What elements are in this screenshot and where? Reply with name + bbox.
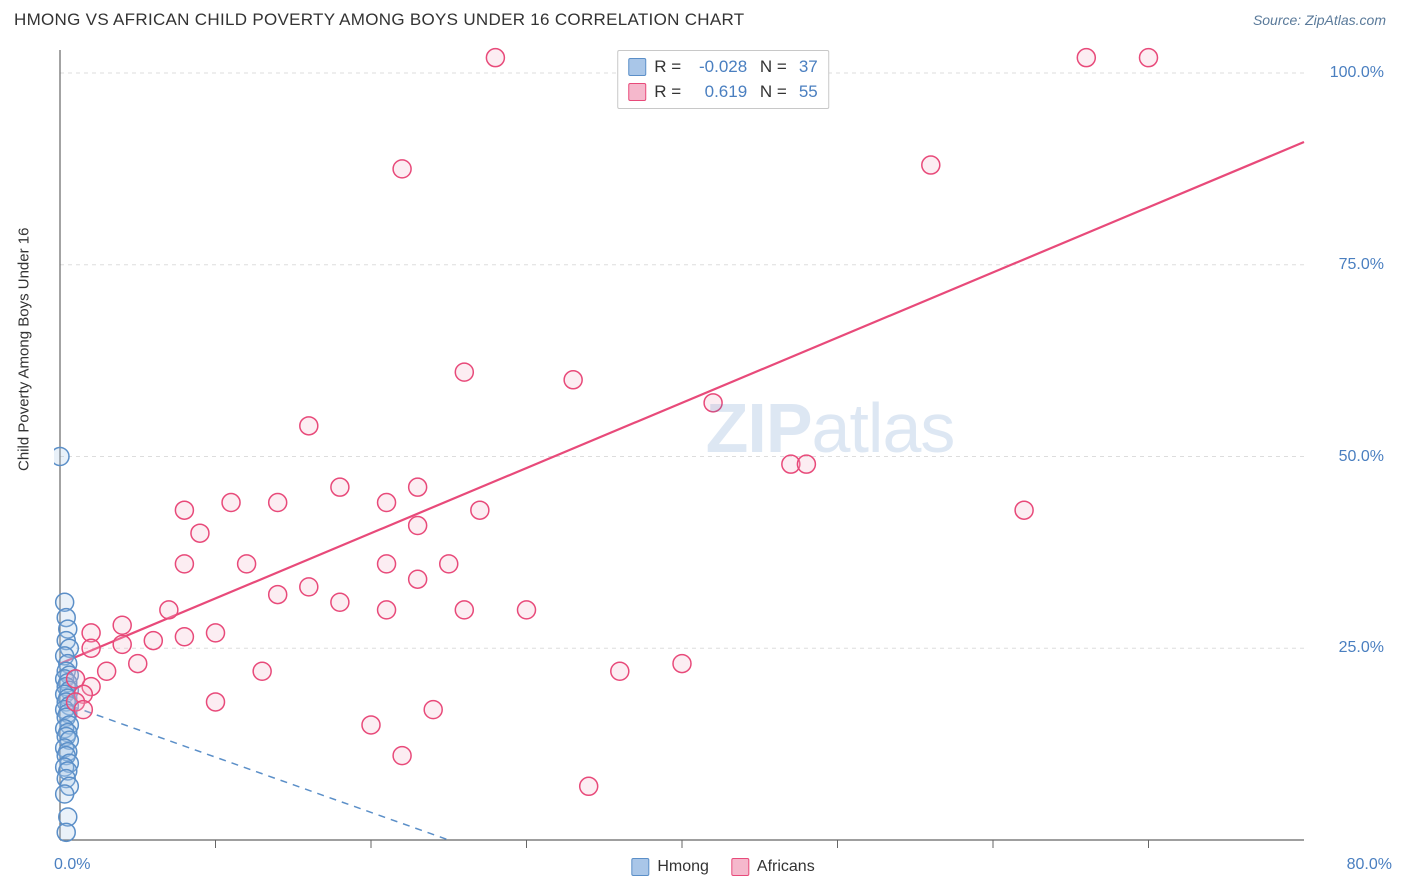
correlation-legend: R = -0.028 N = 37 R = 0.619 N = 55 [617, 50, 829, 109]
legend-row-africans: R = 0.619 N = 55 [628, 80, 818, 105]
x-tick-start: 0.0% [54, 856, 90, 874]
series-legend: Hmong Africans [631, 858, 814, 876]
y-tick-label: 100.0% [1330, 64, 1384, 82]
legend-label-africans: Africans [757, 858, 815, 876]
x-tick-end: 80.0% [1347, 856, 1392, 874]
legend-item-africans: Africans [731, 858, 815, 876]
legend-item-hmong: Hmong [631, 858, 709, 876]
swatch-hmong [628, 58, 646, 76]
swatch-africans [628, 83, 646, 101]
y-tick-label: 75.0% [1339, 256, 1384, 274]
chart-container: Child Poverty Among Boys Under 16 R = -0… [14, 44, 1392, 878]
legend-row-hmong: R = -0.028 N = 37 [628, 55, 818, 80]
swatch-africans-bottom [731, 858, 749, 876]
scatter-svg [54, 44, 1392, 878]
y-tick-label: 25.0% [1339, 639, 1384, 657]
r-value-africans: 0.619 [689, 80, 747, 105]
chart-header: HMONG VS AFRICAN CHILD POVERTY AMONG BOY… [0, 0, 1406, 30]
n-label: N = [755, 80, 787, 105]
y-axis-label: Child Poverty Among Boys Under 16 [16, 451, 33, 471]
chart-title: HMONG VS AFRICAN CHILD POVERTY AMONG BOY… [14, 10, 744, 30]
r-label: R = [654, 55, 681, 80]
n-label: N = [755, 55, 787, 80]
legend-label-hmong: Hmong [657, 858, 709, 876]
swatch-hmong-bottom [631, 858, 649, 876]
r-label: R = [654, 80, 681, 105]
r-value-hmong: -0.028 [689, 55, 747, 80]
y-tick-label: 50.0% [1339, 448, 1384, 466]
source-label: Source: ZipAtlas.com [1253, 12, 1386, 28]
n-value-hmong: 37 [799, 55, 818, 80]
plot-area: R = -0.028 N = 37 R = 0.619 N = 55 ZIPat… [54, 44, 1392, 878]
n-value-africans: 55 [799, 80, 818, 105]
